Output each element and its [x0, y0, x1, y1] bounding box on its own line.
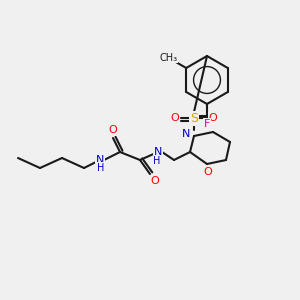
Text: O: O: [208, 113, 217, 123]
Text: O: O: [151, 176, 159, 186]
Text: F: F: [204, 119, 210, 129]
Text: CH₃: CH₃: [160, 53, 178, 63]
Text: H: H: [97, 163, 105, 173]
Text: H: H: [153, 156, 161, 166]
Text: O: O: [204, 167, 212, 177]
Text: O: O: [171, 113, 179, 123]
Text: N: N: [182, 129, 190, 139]
Text: N: N: [96, 155, 104, 165]
Text: S: S: [190, 112, 198, 124]
Text: N: N: [154, 147, 162, 157]
Text: O: O: [109, 125, 117, 135]
